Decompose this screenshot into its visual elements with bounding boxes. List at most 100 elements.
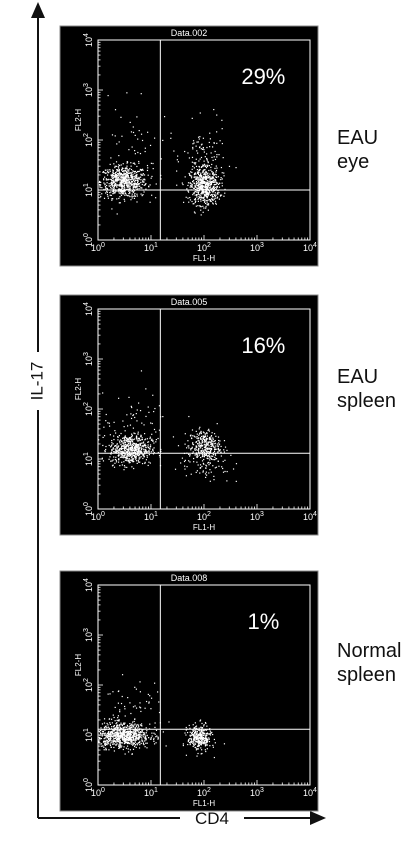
event-dot xyxy=(208,451,210,453)
event-dot xyxy=(121,169,123,171)
event-dot xyxy=(100,727,102,729)
event-dot xyxy=(140,723,143,725)
event-dot xyxy=(150,422,152,424)
event-dot xyxy=(130,724,132,726)
event-dot xyxy=(176,170,178,172)
event-dot xyxy=(212,185,215,188)
event-dot xyxy=(213,479,215,481)
event-dot xyxy=(202,166,204,168)
event-dot xyxy=(204,439,206,441)
event-dot xyxy=(210,471,212,473)
event-dot xyxy=(111,730,113,733)
event-dot xyxy=(101,187,103,189)
plot-title: Data.002 xyxy=(171,28,208,38)
event-dot xyxy=(206,196,208,198)
event-dot xyxy=(109,456,111,458)
event-dot xyxy=(135,458,137,460)
event-dot xyxy=(140,370,143,372)
event-dot xyxy=(197,200,199,202)
event-dot xyxy=(203,724,205,726)
event-dot xyxy=(112,170,114,172)
event-dot xyxy=(133,729,135,731)
event-dot xyxy=(126,92,128,94)
event-dot xyxy=(144,736,147,738)
event-dot xyxy=(114,448,116,450)
event-dot xyxy=(203,199,205,201)
event-dot xyxy=(109,723,112,725)
event-dot xyxy=(122,451,124,453)
event-dot xyxy=(111,180,113,182)
event-dot xyxy=(210,434,213,437)
event-dot xyxy=(125,176,127,178)
event-dot xyxy=(114,451,116,453)
event-dot xyxy=(106,735,108,737)
event-dot xyxy=(211,731,213,734)
event-dot xyxy=(151,175,153,178)
event-dot xyxy=(122,187,124,190)
event-dot xyxy=(123,736,125,739)
event-dot xyxy=(201,184,203,186)
event-dot xyxy=(203,444,205,446)
event-dot xyxy=(103,734,105,736)
event-dot xyxy=(139,442,141,445)
event-dot xyxy=(110,157,112,159)
event-dot xyxy=(197,752,199,755)
quadrant-percent: 1% xyxy=(247,609,279,634)
event-dot xyxy=(204,186,206,188)
event-dot xyxy=(142,174,144,176)
event-dot xyxy=(193,142,195,144)
event-dot xyxy=(109,446,112,448)
event-dot xyxy=(128,181,130,183)
event-dot xyxy=(114,183,116,186)
event-dot xyxy=(114,177,116,179)
event-dot xyxy=(120,735,122,737)
event-dot xyxy=(98,731,101,733)
event-dot xyxy=(214,180,216,182)
event-dot xyxy=(121,168,124,170)
event-dot xyxy=(126,466,128,469)
event-dot xyxy=(114,462,116,464)
event-dot xyxy=(120,194,123,196)
event-dot xyxy=(184,443,186,445)
event-dot xyxy=(116,735,118,737)
event-dot xyxy=(119,183,121,185)
event-dot xyxy=(201,448,203,450)
event-dot xyxy=(116,451,118,453)
event-dot xyxy=(189,731,191,733)
event-dot xyxy=(132,459,134,461)
event-dot xyxy=(207,451,209,453)
event-dot xyxy=(194,436,196,438)
event-dot xyxy=(112,734,114,736)
event-dot xyxy=(138,437,141,439)
event-dot xyxy=(199,719,202,721)
event-dot xyxy=(208,169,210,172)
event-dot xyxy=(115,738,118,740)
event-dot xyxy=(126,457,129,459)
event-dot xyxy=(130,731,132,733)
event-dot xyxy=(121,169,123,171)
event-dot xyxy=(114,173,117,175)
event-dot xyxy=(133,735,136,737)
event-dot xyxy=(213,108,215,111)
event-dot xyxy=(205,206,207,208)
event-dot xyxy=(145,737,147,739)
event-dot xyxy=(126,173,129,175)
event-dot xyxy=(143,178,146,180)
event-dot xyxy=(196,737,198,739)
event-dot xyxy=(103,722,106,724)
event-dot xyxy=(155,439,157,441)
event-dot xyxy=(134,134,136,137)
event-dot xyxy=(221,142,223,145)
event-dot xyxy=(134,186,136,188)
event-dot xyxy=(114,175,116,178)
event-dot xyxy=(201,186,203,188)
event-dot xyxy=(129,172,131,174)
event-dot xyxy=(129,195,131,198)
event-dot xyxy=(118,741,121,743)
event-dot xyxy=(121,186,123,188)
event-dot xyxy=(127,182,129,184)
event-dot xyxy=(130,738,132,740)
event-dot xyxy=(123,183,125,185)
event-dot xyxy=(198,440,200,442)
event-dot xyxy=(204,178,206,180)
